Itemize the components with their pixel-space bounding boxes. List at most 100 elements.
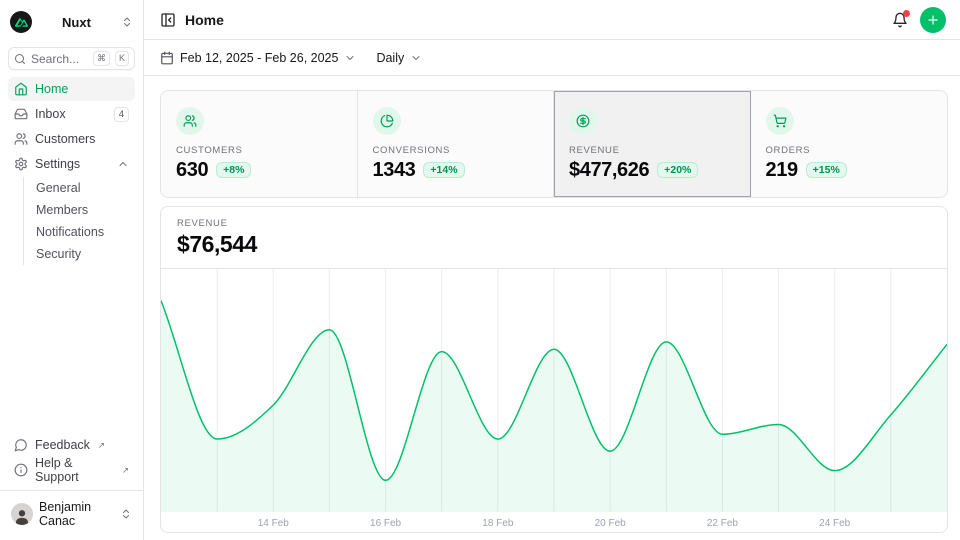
svg-text:24 Feb: 24 Feb: [819, 518, 851, 529]
dashboard-content: CUSTOMERS 630 +8% CONVERSIONS 1343 +14% RE…: [144, 76, 960, 533]
user-name: Benjamin Canac: [39, 500, 92, 528]
svg-text:22 Feb: 22 Feb: [707, 518, 739, 529]
chevron-down-icon: [344, 52, 356, 64]
kbd-command: ⌘: [92, 51, 110, 66]
stat-icon-wrap: [176, 106, 204, 135]
sidebar-item-settings[interactable]: Settings: [8, 152, 135, 176]
add-button[interactable]: [920, 6, 946, 33]
sidebar: Nuxt Search... ⌘ K Home Inbox 4 Customer…: [0, 0, 144, 540]
sidebar-item-label: Settings: [35, 157, 81, 171]
stat-value: 1343: [372, 158, 416, 181]
notifications-button[interactable]: [892, 9, 910, 28]
stat-value: 630: [176, 158, 209, 181]
sidebar-item-notifications[interactable]: Notifications: [24, 221, 135, 243]
home-icon: [14, 82, 28, 96]
sidebar-nav: Home Inbox 4 Customers Settings General …: [8, 77, 135, 267]
stat-value: 219: [765, 158, 799, 181]
search-placeholder: Search...: [31, 51, 80, 66]
main-panel: Home Feb 12, 2025 - Feb 26, 2025 Daily: [144, 0, 960, 540]
sidebar-item-home[interactable]: Home: [8, 77, 135, 101]
shopping-cart-icon: [773, 114, 787, 128]
stat-label: CUSTOMERS: [176, 144, 243, 156]
sidebar-link-help-support[interactable]: Help & Support ↗: [8, 456, 135, 484]
kbd-k: K: [114, 51, 129, 66]
sidebar-item-label: Inbox: [35, 107, 66, 121]
svg-text:14 Feb: 14 Feb: [258, 518, 290, 529]
stat-card-orders[interactable]: ORDERS 219 +15%: [751, 91, 948, 197]
search-input[interactable]: Search... ⌘ K: [8, 47, 135, 70]
panel-left-close-icon: [160, 12, 176, 28]
workspace-name: Nuxt: [62, 14, 91, 30]
stat-delta-badge: +15%: [805, 162, 847, 178]
dollar-circle-icon: [576, 114, 590, 128]
revenue-area-chart: 14 Feb 16 Feb 18 Feb 20 Feb 22 Feb 24 Feb: [161, 269, 947, 529]
inbox-count-badge: 4: [113, 106, 129, 122]
filters-toolbar: Feb 12, 2025 - Feb 26, 2025 Daily: [144, 40, 960, 76]
chevron-down-icon: [410, 52, 422, 64]
external-link-icon: ↗: [121, 464, 129, 475]
sidebar-toggle-button[interactable]: [160, 12, 176, 28]
chevrons-up-down-icon: [120, 508, 132, 520]
chevron-up-icon: [117, 158, 129, 170]
chart-plot-area: 14 Feb 16 Feb 18 Feb 20 Feb 22 Feb 24 Feb: [161, 269, 947, 532]
gear-icon: [14, 157, 28, 171]
users-icon: [14, 132, 28, 146]
pie-chart-icon: [380, 114, 394, 128]
nuxt-logo-icon: [10, 11, 32, 33]
granularity-value: Daily: [376, 50, 405, 65]
link-label: Help & Support: [35, 456, 79, 484]
stat-delta-badge: +8%: [216, 162, 252, 178]
sidebar-item-general[interactable]: General: [24, 177, 135, 199]
svg-text:18 Feb: 18 Feb: [482, 518, 514, 529]
calendar-icon: [160, 51, 174, 65]
link-label: Feedback: [35, 438, 90, 452]
stat-icon-wrap: [372, 106, 401, 135]
stat-label: CONVERSIONS: [372, 144, 451, 156]
revenue-chart-card: REVENUE $76,544 14 Feb 16 Feb 18 Feb 20 Feb…: [160, 206, 948, 533]
stat-label: ORDERS: [765, 144, 811, 156]
stat-card-customers[interactable]: CUSTOMERS 630 +8%: [161, 91, 358, 197]
stat-delta-badge: +14%: [423, 162, 465, 178]
stat-delta-badge: +20%: [657, 162, 699, 178]
sidebar-item-members[interactable]: Members: [24, 199, 135, 221]
plus-icon: [926, 13, 940, 27]
user-menu[interactable]: Benjamin Canac: [8, 498, 135, 530]
inbox-icon: [14, 107, 28, 121]
stat-value: $477,626: [569, 158, 650, 181]
workspace-switcher[interactable]: Nuxt: [8, 8, 135, 36]
svg-text:20 Feb: 20 Feb: [595, 518, 627, 529]
topbar-actions: [892, 6, 946, 33]
stat-card-revenue[interactable]: REVENUE $477,626 +20%: [554, 91, 751, 197]
sidebar-item-security[interactable]: Security: [24, 243, 135, 265]
sidebar-item-customers[interactable]: Customers: [8, 127, 135, 151]
stat-label: REVENUE: [569, 144, 620, 156]
chevrons-up-down-icon: [121, 16, 133, 28]
users-icon: [183, 114, 197, 128]
sidebar-item-label: Customers: [35, 132, 96, 146]
search-icon: [14, 53, 26, 65]
stat-icon-wrap: [569, 106, 597, 135]
sidebar-footer: Benjamin Canac: [0, 490, 143, 532]
sidebar-item-inbox[interactable]: Inbox 4: [8, 102, 135, 126]
topbar: Home: [144, 0, 960, 40]
svg-text:16 Feb: 16 Feb: [370, 518, 402, 529]
date-range-picker[interactable]: Feb 12, 2025 - Feb 26, 2025: [160, 51, 356, 65]
sidebar-spacer: [8, 267, 135, 433]
notification-dot: [903, 9, 910, 17]
avatar: [11, 503, 33, 525]
sidebar-item-label: Home: [35, 82, 69, 96]
page-title: Home: [185, 11, 224, 28]
info-circle-icon: [14, 463, 28, 477]
chart-header: REVENUE $76,544: [161, 207, 947, 269]
stat-card-conversions[interactable]: CONVERSIONS 1343 +14%: [358, 91, 554, 197]
external-link-icon: ↗: [97, 439, 106, 450]
chart-total: $76,544: [177, 231, 257, 257]
stats-row: CUSTOMERS 630 +8% CONVERSIONS 1343 +14% RE…: [160, 90, 948, 198]
settings-submenu: General Members Notifications Security: [23, 177, 135, 265]
stat-icon-wrap: [765, 106, 794, 135]
message-circle-icon: [14, 438, 28, 452]
sidebar-link-feedback[interactable]: Feedback ↗: [8, 433, 135, 457]
granularity-select[interactable]: Daily: [376, 51, 422, 65]
chart-title: REVENUE: [177, 218, 228, 229]
date-range-value: Feb 12, 2025 - Feb 26, 2025: [180, 50, 339, 65]
